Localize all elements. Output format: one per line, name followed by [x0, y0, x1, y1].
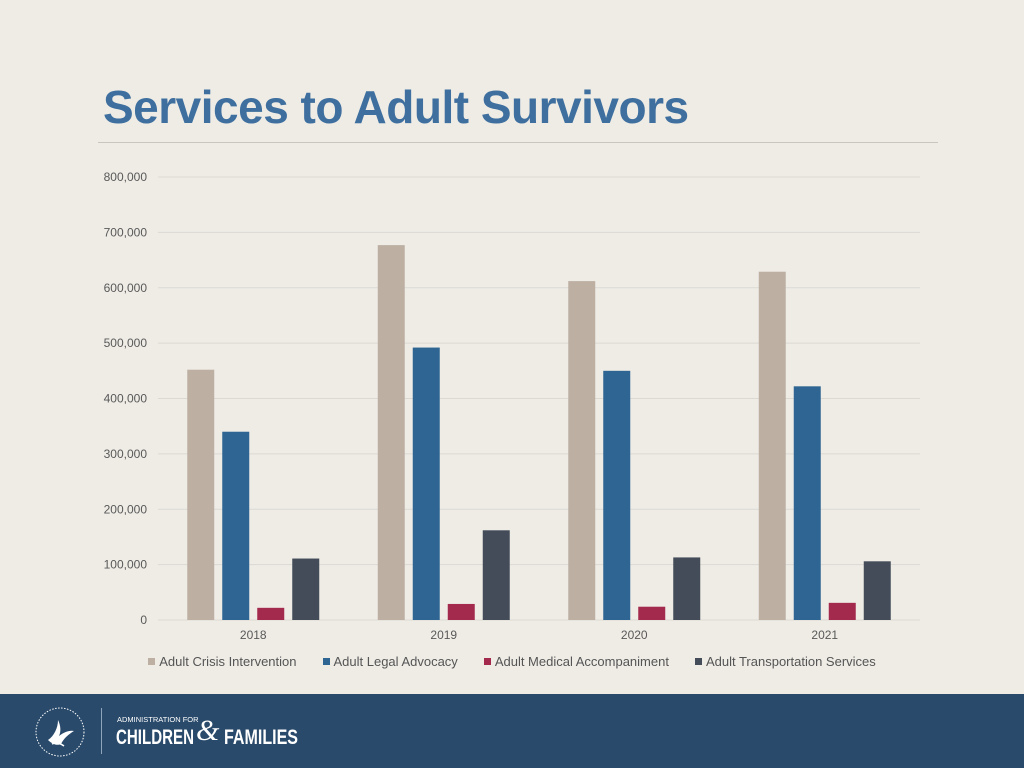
y-tick-label: 800,000	[104, 170, 148, 184]
legend-label: Adult Legal Advocacy	[333, 654, 458, 669]
logo-small-text: ADMINISTRATION FOR	[117, 715, 199, 724]
legend-label: Adult Transportation Services	[705, 654, 876, 669]
footer-divider	[101, 708, 102, 754]
x-tick-label: 2019	[430, 628, 457, 642]
legend-label: Adult Medical Accompaniment	[494, 654, 669, 669]
bar	[793, 386, 821, 620]
y-tick-label: 300,000	[104, 447, 148, 461]
bar	[447, 603, 475, 620]
title-divider	[98, 142, 938, 143]
acf-logo: ADMINISTRATION FOR CHILDREN & FAMILIES	[116, 714, 298, 749]
chart-legend: Adult Crisis Intervention Adult Legal Adv…	[0, 654, 1024, 669]
bar	[482, 530, 510, 620]
bar	[377, 245, 405, 620]
bar	[568, 281, 596, 620]
bar	[412, 347, 440, 620]
x-tick-label: 2020	[621, 628, 648, 642]
x-tick-label: 2018	[240, 628, 267, 642]
y-tick-label: 100,000	[104, 558, 148, 572]
legend-swatch	[483, 658, 491, 665]
bar	[758, 271, 786, 620]
bar	[257, 607, 285, 620]
legend-swatch	[322, 658, 330, 665]
footer-bar: ADMINISTRATION FOR CHILDREN & FAMILIES	[0, 694, 1024, 768]
bar	[222, 431, 250, 620]
logo-families: FAMILIES	[224, 726, 298, 749]
legend-swatch	[694, 658, 702, 665]
y-tick-label: 600,000	[104, 281, 148, 295]
y-tick-label: 500,000	[104, 336, 148, 350]
bar	[863, 561, 891, 620]
y-tick-label: 700,000	[104, 225, 148, 239]
bar	[673, 557, 701, 620]
legend-item: Adult Crisis Intervention	[148, 654, 297, 669]
hhs-seal-logo	[35, 707, 85, 757]
bar	[828, 602, 856, 620]
logo-ampersand: &	[196, 714, 220, 747]
legend-label: Adult Crisis Intervention	[159, 654, 297, 669]
bar	[187, 369, 215, 620]
x-tick-label: 2021	[811, 628, 838, 642]
legend-item: Adult Medical Accompaniment	[483, 654, 669, 669]
bar	[603, 370, 631, 620]
bar	[292, 558, 320, 620]
legend-item: Adult Legal Advocacy	[322, 654, 458, 669]
y-tick-label: 0	[140, 613, 147, 627]
legend-swatch	[148, 658, 156, 665]
legend-item: Adult Transportation Services	[694, 654, 876, 669]
bar-chart: 0 100,000 200,000 300,000 400,000 500,000 600,…	[104, 170, 920, 642]
y-tick-label: 200,000	[104, 502, 148, 516]
y-tick-label: 400,000	[104, 392, 148, 406]
page-title: Services to Adult Survivors	[103, 81, 689, 133]
logo-children: CHILDREN	[116, 726, 194, 749]
bar	[638, 606, 666, 620]
